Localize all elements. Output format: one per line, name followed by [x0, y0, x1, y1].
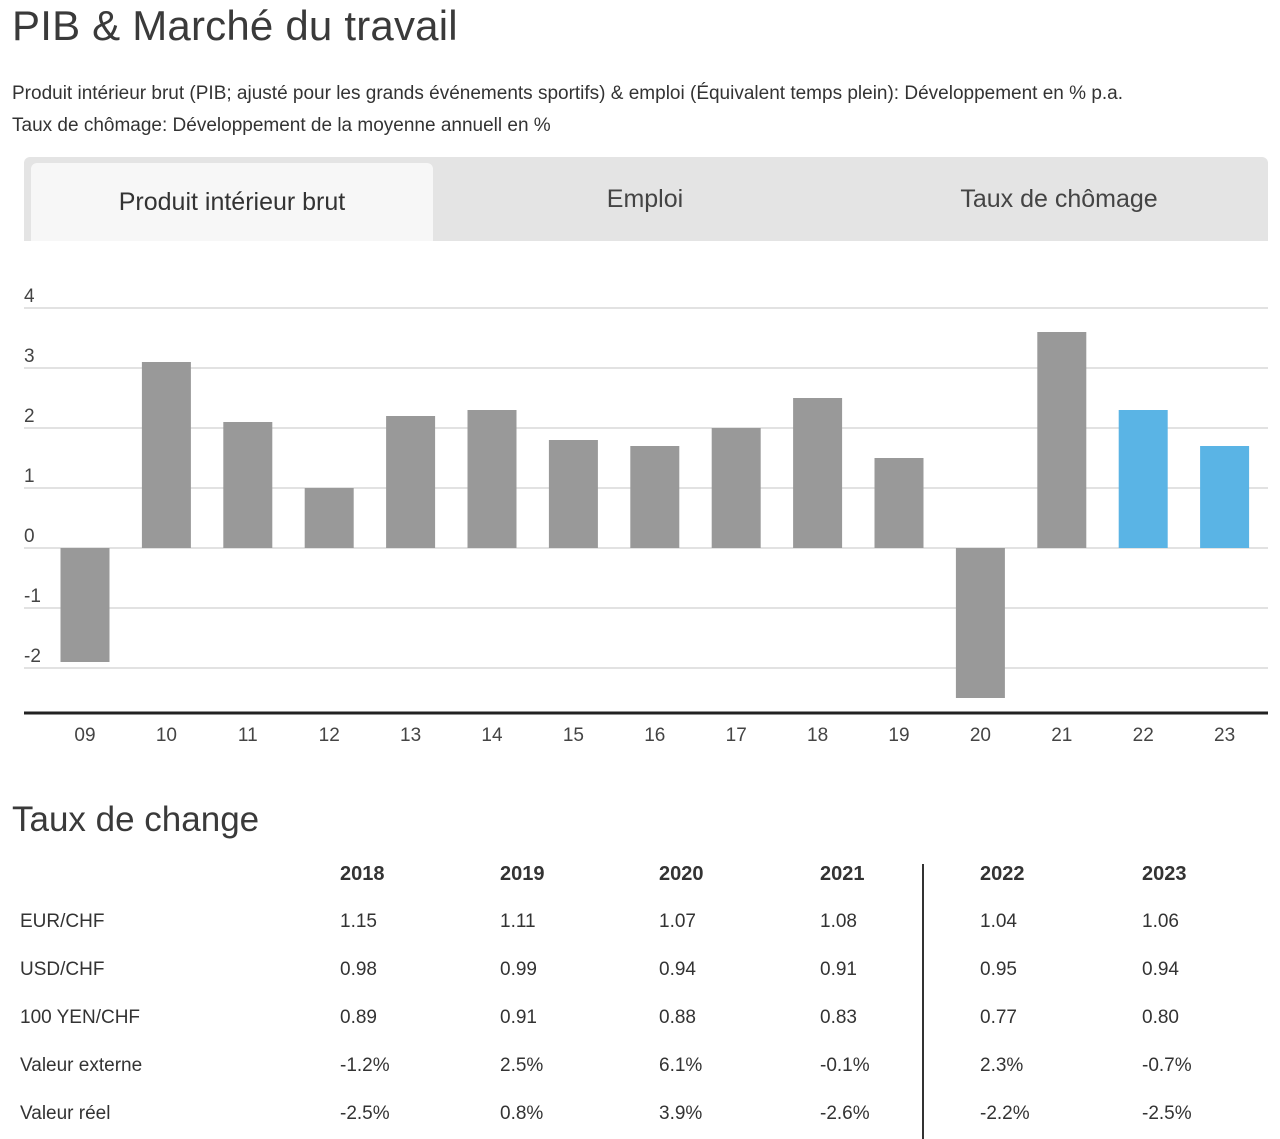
- x-tick-label: 17: [726, 725, 747, 746]
- bar: [955, 548, 1005, 698]
- bar: [304, 488, 354, 548]
- y-tick-label: -2: [24, 646, 41, 667]
- fx-cell: 3.9%: [659, 1103, 703, 1124]
- x-tick-label: 09: [74, 725, 95, 746]
- x-tick-label: 11: [238, 725, 258, 746]
- bar: [711, 428, 761, 548]
- x-tick-label: 12: [319, 725, 340, 746]
- fx-cell: 0.91: [820, 959, 857, 980]
- fx-cell: 6.1%: [659, 1055, 703, 1076]
- fx-row-label: Valeur externe: [20, 1055, 143, 1076]
- y-tick-label: 2: [24, 406, 35, 427]
- page-subtitle: Produit intérieur brut (PIB; ajusté pour…: [12, 78, 1123, 142]
- fx-cell: 1.15: [340, 911, 377, 932]
- fx-cell: 1.11: [500, 911, 536, 932]
- fx-cell: -2.6%: [820, 1103, 870, 1124]
- tab-taux-de-chomage[interactable]: Taux de chômage: [960, 184, 1158, 213]
- fx-cell: -1.2%: [340, 1055, 390, 1076]
- bar: [386, 416, 436, 548]
- subtitle-line-1: Produit intérieur brut (PIB; ajusté pour…: [12, 83, 1124, 104]
- fx-row-label: EUR/CHF: [20, 911, 105, 932]
- fx-cell: -0.7%: [1142, 1055, 1192, 1076]
- fx-cell: 1.08: [820, 911, 857, 932]
- bar: [874, 458, 924, 548]
- fx-cell: -2.2%: [980, 1103, 1030, 1124]
- fx-cell: 0.80: [1142, 1007, 1179, 1028]
- fx-cell: 0.91: [500, 1007, 537, 1028]
- fx-row-label: 100 YEN/CHF: [20, 1007, 141, 1028]
- x-tick-label: 18: [807, 725, 828, 746]
- y-tick-label: -1: [24, 586, 41, 607]
- tab-emploi[interactable]: Emploi: [606, 184, 684, 213]
- forecast-separator: [922, 864, 924, 1139]
- bar: [141, 362, 191, 548]
- bar: [793, 398, 843, 548]
- fx-cell: 2.3%: [980, 1055, 1024, 1076]
- fx-cell: 1.06: [1142, 911, 1179, 932]
- fx-cell: 0.94: [659, 959, 696, 980]
- fx-cell: 0.99: [500, 959, 537, 980]
- x-tick-label: 16: [644, 725, 665, 746]
- x-tick-label: 14: [481, 725, 503, 746]
- fx-year-header: 2020: [659, 863, 704, 885]
- y-tick-label: 0: [24, 526, 35, 547]
- y-tick-label: 1: [24, 466, 35, 487]
- chart-tabs: Produit intérieur brut Emploi Taux de ch…: [24, 157, 1268, 241]
- bar: [630, 446, 680, 548]
- fx-cell: 2.5%: [500, 1055, 544, 1076]
- x-tick-label: 23: [1214, 725, 1235, 746]
- fx-cell: 0.94: [1142, 959, 1179, 980]
- subtitle-line-2: Taux de chômage: Développement de la moy…: [12, 115, 551, 136]
- fx-cell: 1.07: [659, 911, 696, 932]
- fx-cell: 0.98: [340, 959, 377, 980]
- fx-cell: 0.77: [980, 1007, 1017, 1028]
- fx-cell: -0.1%: [820, 1055, 870, 1076]
- y-tick-label: 3: [24, 346, 35, 367]
- x-tick-label: 10: [156, 725, 177, 746]
- x-tick-label: 15: [563, 725, 584, 746]
- tab-produit-interieur-brut[interactable]: Produit intérieur brut: [31, 163, 433, 241]
- fx-section-title: Taux de change: [12, 800, 260, 839]
- x-tick-label: 19: [888, 725, 909, 746]
- fx-year-header: 2022: [980, 863, 1025, 885]
- fx-cell: 0.8%: [500, 1103, 544, 1124]
- fx-cell: 0.95: [980, 959, 1017, 980]
- fx-row-label: USD/CHF: [20, 959, 105, 980]
- y-tick-label: 4: [24, 286, 35, 307]
- bar: [467, 410, 517, 548]
- fx-cell: 0.88: [659, 1007, 696, 1028]
- bar: [60, 548, 110, 662]
- bar: [1118, 410, 1168, 548]
- bar: [1037, 332, 1087, 548]
- fx-year-header: 2019: [500, 863, 545, 885]
- bar: [548, 440, 598, 548]
- bar: [1200, 446, 1250, 548]
- fx-cell: 0.89: [340, 1007, 377, 1028]
- fx-cell: -2.5%: [340, 1103, 390, 1124]
- fx-year-header: 2023: [1142, 863, 1187, 885]
- x-tick-label: 13: [400, 725, 421, 746]
- x-tick-label: 22: [1133, 725, 1154, 746]
- fx-cell: 1.04: [980, 911, 1017, 932]
- x-tick-label: 20: [970, 725, 991, 746]
- bar: [223, 422, 273, 548]
- fx-cell: -2.5%: [1142, 1103, 1192, 1124]
- fx-year-header: 2018: [340, 863, 385, 885]
- fx-year-header: 2021: [820, 863, 865, 885]
- fx-cell: 0.83: [820, 1007, 857, 1028]
- x-tick-label: 21: [1051, 725, 1072, 746]
- fx-row-label: Valeur réel: [20, 1103, 111, 1124]
- page-title: PIB & Marché du travail: [12, 2, 458, 49]
